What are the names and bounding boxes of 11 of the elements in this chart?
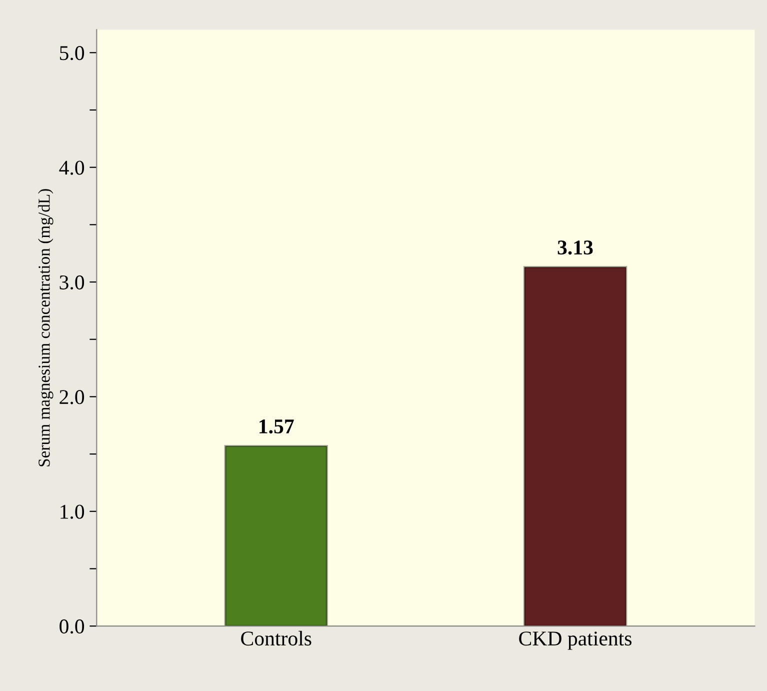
y-tick-label: 0.0 — [60, 619, 84, 634]
y-tick-label: 2.0 — [60, 390, 84, 404]
y-tick-label: 3.0 — [60, 275, 84, 290]
x-tick-label: Controls — [241, 630, 312, 646]
y-axis-title: Serum magnesium concentration (mg/dL) — [38, 189, 54, 466]
y-tick-label: 1.0 — [60, 504, 84, 519]
y-tick-label: 4.0 — [59, 160, 84, 175]
y-tick-label: 5.0 — [60, 46, 84, 60]
data-label: 3.13 — [558, 240, 593, 255]
data-label: 1.57 — [260, 419, 294, 434]
x-tick-label: CKD patients — [519, 632, 632, 650]
